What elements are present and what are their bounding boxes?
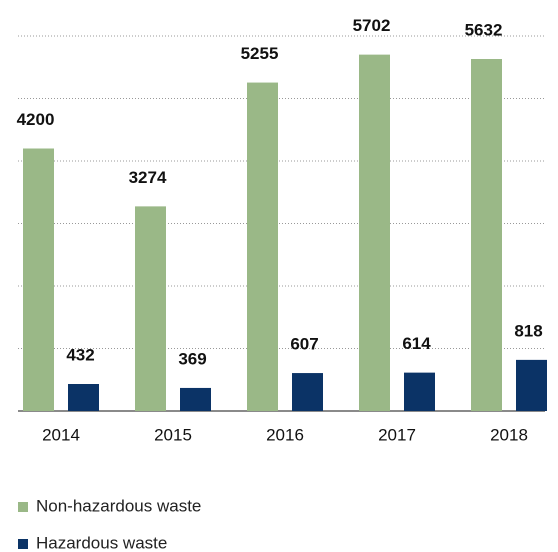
value-label: 607	[290, 335, 318, 354]
bar	[180, 387, 211, 411]
value-label: 4200	[17, 110, 55, 129]
bar	[292, 373, 323, 411]
bar	[247, 82, 278, 411]
value-label: 5632	[465, 20, 503, 39]
value-label: 5702	[353, 16, 391, 35]
value-label: 369	[178, 349, 206, 368]
bar	[23, 148, 54, 411]
value-label: 818	[514, 321, 542, 340]
bar	[404, 372, 435, 411]
legend-label: Hazardous waste	[36, 533, 167, 552]
legend-label: Non-hazardous waste	[36, 496, 201, 515]
bar	[471, 59, 502, 411]
x-tick-label: 2014	[42, 425, 80, 444]
value-label: 5255	[241, 44, 279, 63]
value-label: 614	[402, 334, 431, 353]
bar	[516, 359, 547, 411]
bar	[359, 54, 390, 411]
x-tick-label: 2016	[266, 425, 304, 444]
x-tick-label: 2018	[490, 425, 528, 444]
value-label: 432	[66, 345, 94, 364]
legend-swatch	[18, 539, 28, 549]
bar	[135, 206, 166, 411]
value-label: 3274	[129, 168, 167, 187]
bar	[68, 384, 99, 411]
legend-swatch	[18, 502, 28, 512]
x-tick-label: 2017	[378, 425, 416, 444]
x-tick-label: 2015	[154, 425, 192, 444]
